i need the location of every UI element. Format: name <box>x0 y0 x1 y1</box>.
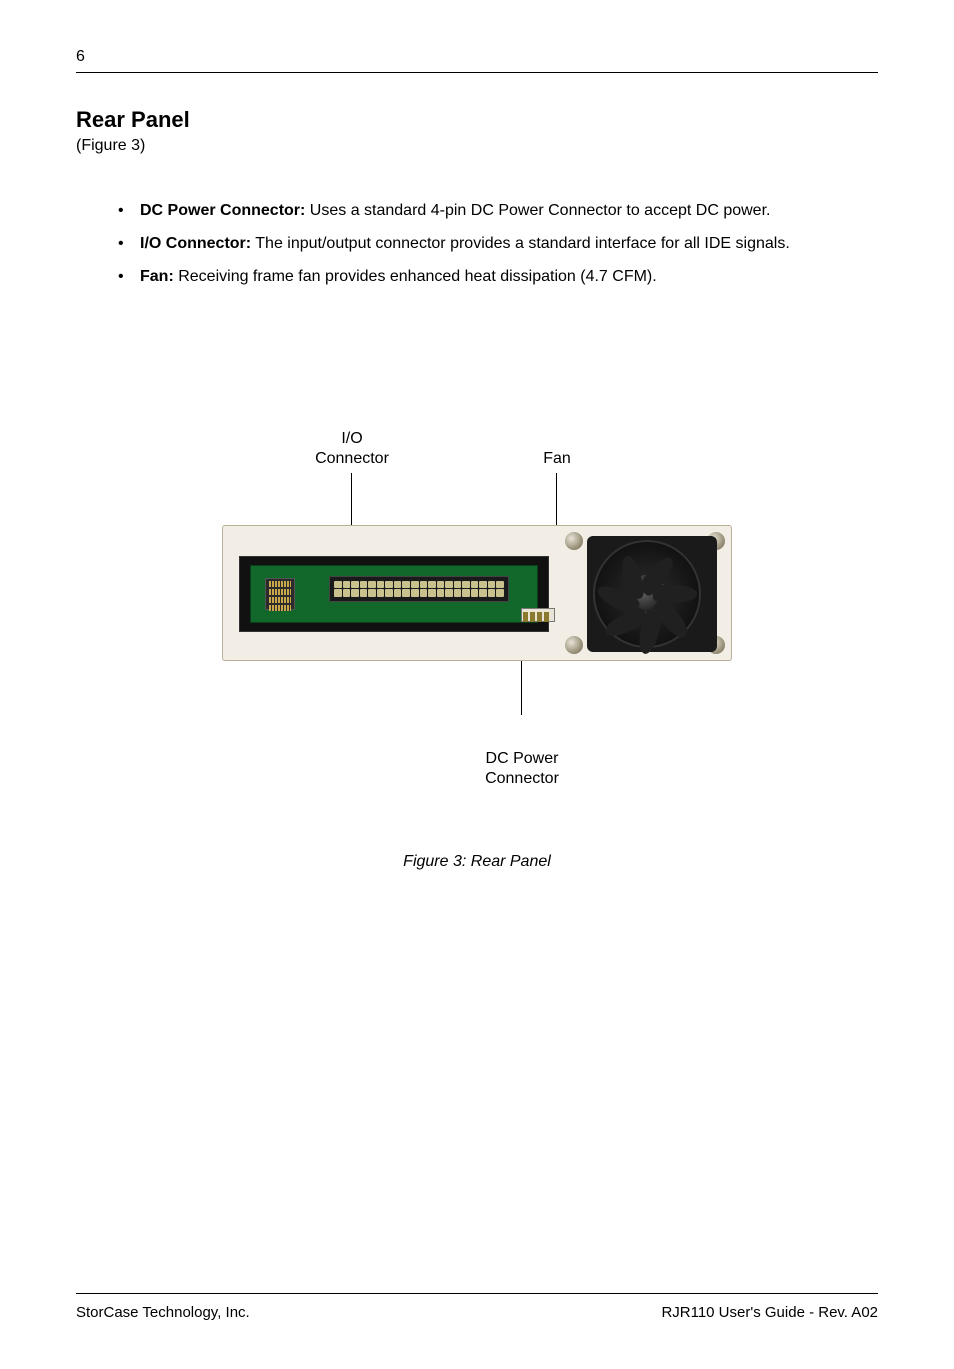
leader-line-io <box>351 473 352 525</box>
callout-label-dc-power: DC Power Connector <box>462 749 582 789</box>
figure-caption: Figure 3: Rear Panel <box>76 853 878 871</box>
fan-ring <box>593 540 701 648</box>
rear-panel-chassis <box>222 525 732 661</box>
page-number: 6 <box>76 48 878 66</box>
page-footer: StorCase Technology, Inc. RJR110 User's … <box>76 1293 878 1321</box>
bullet-text: Receiving frame fan provides enhanced he… <box>174 268 657 285</box>
section-title: Rear Panel <box>76 107 878 133</box>
io-connector <box>329 576 509 602</box>
bullet-text: Uses a standard 4-pin DC Power Connector… <box>305 202 770 219</box>
figure-reference: (Figure 3) <box>76 137 878 155</box>
aux-connector <box>265 578 295 610</box>
io-connector-pins <box>334 581 504 597</box>
pcb-board <box>250 565 538 623</box>
rule-top <box>76 72 878 73</box>
callout-label-io-connector: I/O Connector <box>292 429 412 469</box>
list-item: DC Power Connector: Uses a standard 4-pi… <box>118 199 870 222</box>
figure-rear-panel: I/O Connector Fan <box>192 429 762 789</box>
list-item: Fan: Receiving frame fan provides enhanc… <box>118 265 870 288</box>
dc-power-connector <box>521 608 555 622</box>
pcb-slot <box>239 556 549 632</box>
footer-right: RJR110 User's Guide - Rev. A02 <box>661 1304 878 1321</box>
page: 6 Rear Panel (Figure 3) DC Power Connect… <box>0 0 954 1369</box>
bullet-label: DC Power Connector: <box>140 202 305 219</box>
screw-icon <box>565 636 583 654</box>
bullet-label: Fan: <box>140 268 174 285</box>
leader-line-dc <box>521 661 522 715</box>
fan-housing <box>587 536 717 652</box>
screw-icon <box>565 532 583 550</box>
bullet-text: The input/output connector provides a st… <box>251 235 790 252</box>
footer-left: StorCase Technology, Inc. <box>76 1304 250 1321</box>
leader-line-fan <box>556 473 557 525</box>
bullet-label: I/O Connector: <box>140 235 251 252</box>
rule-bottom <box>76 1293 878 1294</box>
bullet-list: DC Power Connector: Uses a standard 4-pi… <box>118 199 870 289</box>
callout-label-fan: Fan <box>527 449 587 469</box>
list-item: I/O Connector: The input/output connecto… <box>118 232 870 255</box>
